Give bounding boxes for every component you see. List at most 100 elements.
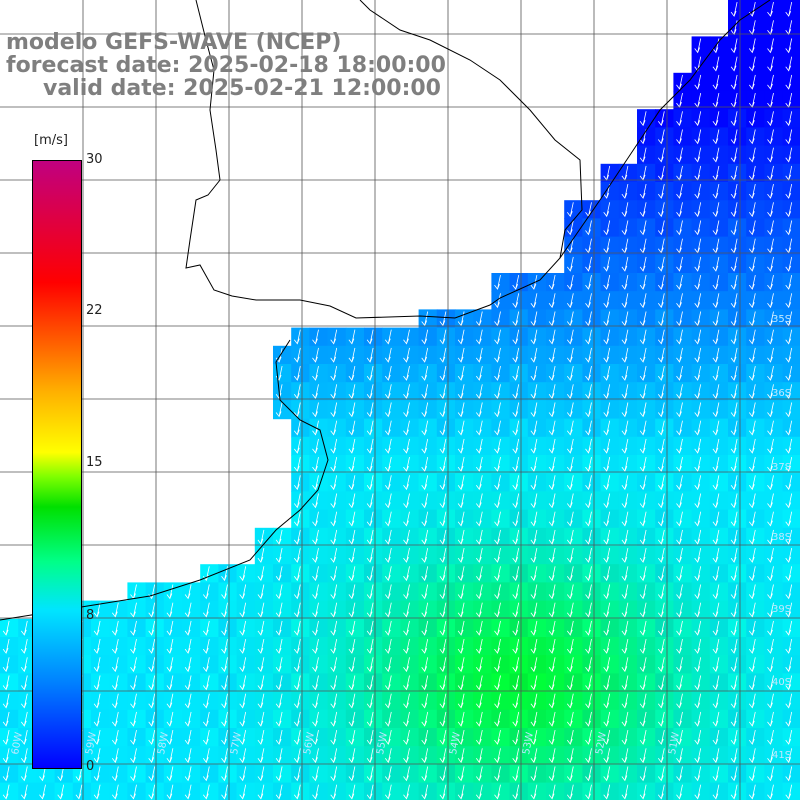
wind-arrow	[330, 548, 338, 563]
wind-speed-cell	[764, 200, 784, 219]
wind-arrow	[111, 675, 119, 691]
wind-speed-cell	[254, 746, 274, 765]
wind-speed-cell	[273, 564, 292, 583]
wind-speed-cell	[309, 600, 329, 620]
wind-speed-cell	[364, 582, 383, 602]
wind-speed-cell	[618, 764, 638, 784]
wind-arrow	[512, 675, 520, 691]
wind-speed-cell	[236, 655, 256, 674]
wind-speed-cell	[163, 709, 183, 729]
wind-arrow	[767, 493, 774, 509]
wind-speed-cell	[455, 527, 474, 547]
wind-arrow	[475, 584, 483, 600]
wind-arrow	[712, 657, 720, 673]
wind-speed-cell	[527, 582, 547, 602]
wind-arrow	[20, 748, 28, 764]
wind-speed-cell	[618, 364, 638, 383]
wind-arrow	[585, 548, 592, 563]
wind-arrow	[494, 748, 501, 764]
wind-arrow	[530, 584, 538, 600]
wind-arrow	[421, 675, 429, 691]
wind-speed-cell	[18, 782, 37, 800]
wind-arrow	[293, 529, 301, 545]
wind-arrow	[293, 584, 301, 600]
wind-arrow	[566, 202, 574, 218]
wind-arrow	[475, 548, 483, 563]
wind-arrow	[730, 657, 738, 673]
wind-speed-cell	[655, 400, 674, 420]
wind-arrow	[403, 384, 410, 400]
wind-speed-cell	[236, 764, 256, 784]
wind-speed-cell	[436, 691, 456, 711]
wind-arrow	[384, 675, 392, 691]
wind-arrow	[676, 184, 683, 199]
wind-speed-cell	[709, 782, 729, 800]
wind-arrow	[694, 220, 702, 236]
wind-speed-cell	[273, 382, 292, 401]
wind-speed-cell	[491, 400, 511, 420]
wind-arrow	[439, 347, 447, 363]
wind-arrow	[767, 420, 774, 436]
wind-speed-cell	[345, 455, 365, 474]
wind-arrow	[785, 730, 793, 745]
wind-arrow	[421, 566, 429, 582]
wind-speed-cell	[728, 309, 747, 329]
wind-speed-cell	[600, 491, 620, 511]
wind-arrow	[348, 693, 356, 709]
wind-speed-cell	[382, 691, 401, 711]
wind-arrow	[767, 347, 774, 363]
wind-speed-cell	[691, 691, 711, 711]
wind-speed-cell	[618, 236, 638, 256]
wind-speed-cell	[473, 582, 492, 602]
wind-speed-cell	[618, 564, 638, 583]
wind-speed-cell	[600, 782, 620, 800]
wind-arrow	[548, 620, 556, 636]
wind-arrow	[639, 311, 647, 327]
wind-arrow	[293, 347, 301, 363]
wind-speed-cell	[291, 327, 310, 347]
wind-arrow	[221, 711, 228, 727]
wind-arrow	[621, 602, 629, 618]
wind-arrow	[421, 366, 429, 381]
wind-speed-cell	[145, 782, 165, 800]
wind-speed-cell	[418, 455, 438, 474]
wind-arrow	[184, 730, 192, 745]
wind-speed-cell	[691, 291, 711, 310]
wind-speed-cell	[91, 709, 110, 729]
wind-speed-cell	[455, 564, 474, 583]
wind-arrow	[621, 511, 629, 527]
wind-speed-cell	[637, 509, 656, 529]
wind-arrow	[785, 711, 793, 727]
wind-arrow	[548, 438, 556, 454]
wind-arrow	[785, 748, 793, 764]
wind-arrow	[657, 384, 665, 400]
wind-speed-cell	[691, 309, 711, 329]
wind-speed-cell	[564, 455, 583, 474]
wind-speed-cell	[728, 509, 747, 529]
wind-arrow	[494, 548, 501, 563]
wind-speed-cell	[673, 782, 693, 800]
wind-speed-cell	[509, 455, 529, 474]
wind-arrow	[93, 730, 101, 745]
wind-arrow	[293, 493, 301, 509]
wind-speed-cell	[564, 382, 583, 401]
wind-arrow	[293, 748, 301, 764]
wind-arrow	[603, 657, 611, 673]
wind-speed-cell	[418, 527, 438, 547]
wind-arrow	[730, 584, 738, 600]
wind-speed-cell	[582, 400, 602, 420]
wind-arrow	[712, 548, 720, 563]
wind-speed-cell	[436, 400, 456, 420]
wind-arrow	[694, 74, 702, 90]
wind-arrow	[512, 529, 520, 545]
wind-arrow	[330, 784, 338, 800]
wind-speed-cell	[618, 673, 638, 693]
wind-speed-cell	[600, 200, 620, 219]
wind-speed-cell	[691, 254, 711, 274]
wind-arrow	[566, 620, 574, 636]
wind-arrow	[712, 366, 720, 381]
longitude-label: 58W	[156, 731, 171, 755]
wind-speed-cell	[418, 345, 438, 365]
wind-arrow	[585, 584, 592, 600]
wind-speed-cell	[764, 291, 784, 310]
